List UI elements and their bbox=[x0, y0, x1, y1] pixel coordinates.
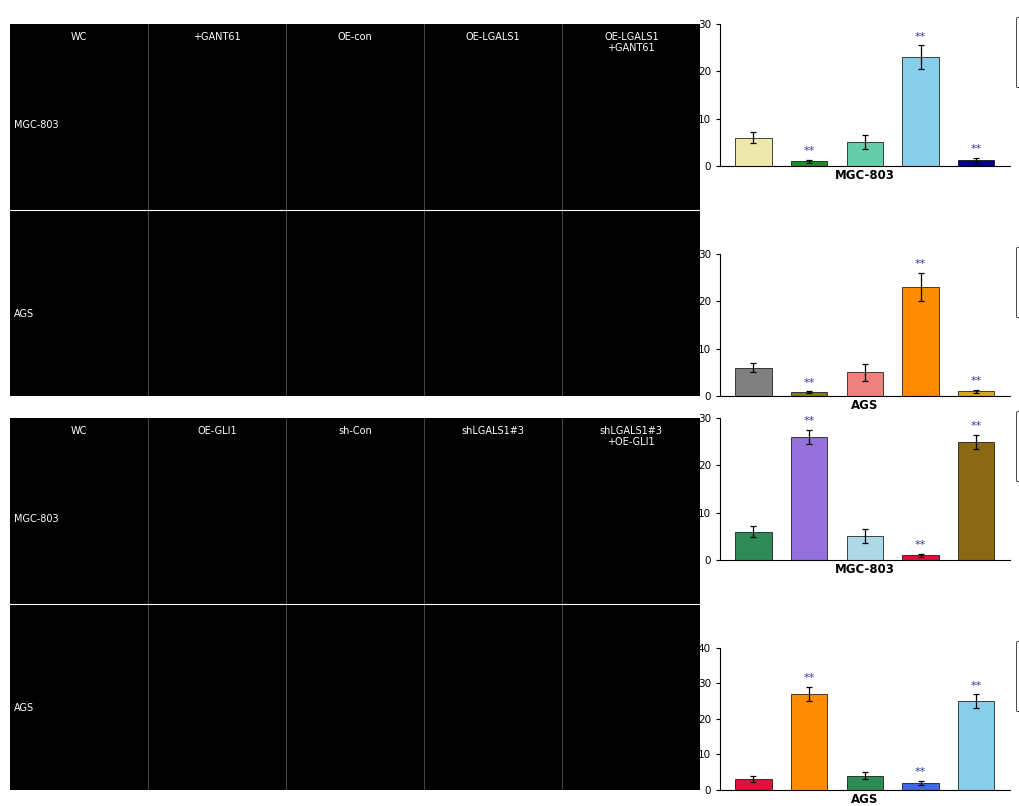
Bar bbox=[846, 143, 882, 166]
Y-axis label: VM numbers/mm²: VM numbers/mm² bbox=[685, 445, 694, 533]
X-axis label: MGC-803: MGC-803 bbox=[835, 563, 894, 575]
X-axis label: AGS: AGS bbox=[850, 399, 877, 412]
Text: MGC-803: MGC-803 bbox=[14, 513, 59, 524]
Text: +GANT61: +GANT61 bbox=[194, 31, 240, 42]
Bar bbox=[957, 442, 994, 560]
Bar bbox=[846, 775, 882, 790]
X-axis label: MGC-803: MGC-803 bbox=[835, 168, 894, 182]
Text: AGS: AGS bbox=[14, 310, 35, 319]
Text: B: B bbox=[13, 422, 33, 446]
Legend: WC, +GANT61, OE-Con, OE-LGALS1, OE-LGALS1
+GANT61: WC, +GANT61, OE-Con, OE-LGALS1, OE-LGALS… bbox=[1015, 17, 1019, 88]
Text: MGC-803: MGC-803 bbox=[14, 119, 59, 130]
Text: OE-LGALS1
+GANT61: OE-LGALS1 +GANT61 bbox=[603, 31, 658, 53]
Y-axis label: VM numbers/mm²: VM numbers/mm² bbox=[685, 52, 694, 139]
Text: sh-Con: sh-Con bbox=[338, 426, 372, 435]
Bar bbox=[902, 783, 937, 790]
Text: **: ** bbox=[803, 674, 814, 683]
Text: A: A bbox=[13, 28, 33, 52]
Text: **: ** bbox=[914, 540, 925, 550]
Bar bbox=[791, 161, 826, 166]
Bar bbox=[735, 532, 770, 560]
Text: **: ** bbox=[970, 376, 981, 386]
Y-axis label: VM numbers/mm²: VM numbers/mm² bbox=[685, 281, 694, 369]
Bar bbox=[791, 392, 826, 396]
Y-axis label: VM numbers/mm²: VM numbers/mm² bbox=[685, 675, 694, 762]
Bar bbox=[957, 160, 994, 166]
Bar bbox=[902, 555, 937, 560]
Legend: WC, +GANT61, OE-Con, OE-LGALS1, OE-LGALS1
+GANT61: WC, +GANT61, OE-Con, OE-LGALS1, OE-LGALS… bbox=[1015, 247, 1019, 318]
Text: **: ** bbox=[914, 32, 925, 42]
Bar bbox=[735, 138, 770, 166]
Text: **: ** bbox=[914, 260, 925, 269]
Text: **: ** bbox=[970, 144, 981, 155]
Bar bbox=[846, 537, 882, 560]
Text: shLGALS1#3: shLGALS1#3 bbox=[462, 426, 525, 435]
Bar bbox=[846, 372, 882, 396]
Text: OE-GLI1: OE-GLI1 bbox=[198, 426, 236, 435]
Text: OE-LGALS1: OE-LGALS1 bbox=[466, 31, 520, 42]
Bar bbox=[791, 694, 826, 790]
Bar bbox=[902, 287, 937, 396]
Bar bbox=[735, 779, 770, 790]
X-axis label: AGS: AGS bbox=[850, 792, 877, 806]
Text: **: ** bbox=[803, 417, 814, 426]
Text: WC: WC bbox=[71, 426, 88, 435]
Text: WC: WC bbox=[71, 31, 88, 42]
Text: **: ** bbox=[914, 767, 925, 778]
Text: AGS: AGS bbox=[14, 703, 35, 713]
Bar bbox=[957, 391, 994, 396]
Text: **: ** bbox=[970, 680, 981, 691]
Bar bbox=[902, 57, 937, 166]
Bar bbox=[735, 368, 770, 396]
Bar bbox=[957, 701, 994, 790]
Text: shLGALS1#3
+OE-GLI1: shLGALS1#3 +OE-GLI1 bbox=[599, 426, 662, 447]
Text: **: ** bbox=[970, 422, 981, 431]
Text: **: ** bbox=[803, 147, 814, 156]
Text: **: ** bbox=[803, 377, 814, 388]
Legend: WC, OE-GLI1, sh-Con, shLGALS1#3, shLGALS1#3
+OE-GLI1: WC, OE-GLI1, sh-Con, shLGALS1#3, shLGALS… bbox=[1015, 411, 1019, 481]
Text: OE-con: OE-con bbox=[337, 31, 372, 42]
Bar bbox=[791, 437, 826, 560]
Legend: WC, OE-GLI1, sh-Con, shLGALS1#3, shLGALS1#3
+OE-GLI1: WC, OE-GLI1, sh-Con, shLGALS1#3, shLGALS… bbox=[1015, 641, 1019, 712]
